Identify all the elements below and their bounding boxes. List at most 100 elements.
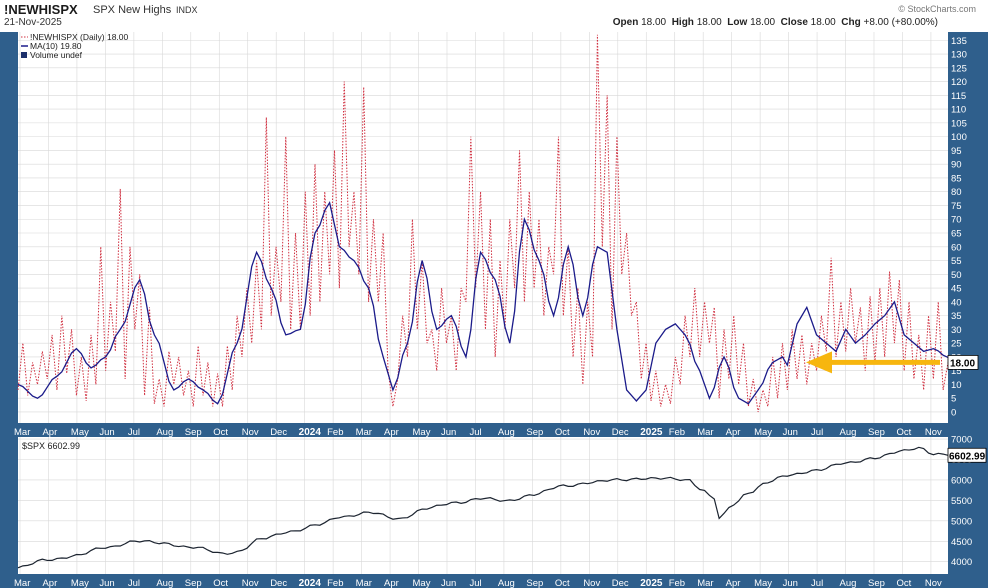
top-x-tick-label: Jun <box>441 427 456 438</box>
symbol-title: !NEWHISPX <box>4 2 78 17</box>
top-x-tick-label: May <box>754 427 772 438</box>
bottom-x-tick-label: Nov <box>925 578 942 588</box>
bottom-x-tick-label: Aug <box>156 578 173 588</box>
bottom-x-tick-label: Jun <box>783 578 798 588</box>
bottom-x-tick-label: May <box>754 578 772 588</box>
annotation-arrow-head <box>806 351 832 374</box>
chart-date: 21-Nov-2025 <box>4 17 62 28</box>
bottom-y-tick-label: 6000 <box>951 475 972 486</box>
top-panel-plot-area <box>18 32 948 423</box>
top-x-tick-label: Aug <box>498 427 515 438</box>
top-x-tick-label: Jun <box>783 427 798 438</box>
top-x-tick-label: Mar <box>356 427 372 438</box>
top-y-tick-label: 65 <box>951 229 962 240</box>
top-x-tick-label: Oct <box>896 427 911 438</box>
brand-watermark: © StockCharts.com <box>898 4 976 14</box>
top-y-tick-label: 110 <box>951 105 966 116</box>
change-label: Chg <box>841 17 861 28</box>
top-x-tick-label: Jul <box>128 427 140 438</box>
low-label: Low <box>727 17 748 28</box>
bottom-x-tick-label: Feb <box>669 578 685 588</box>
top-x-tick-label: Apr <box>384 427 399 438</box>
top-x-tick-label: Nov <box>242 427 259 438</box>
top-x-tick-label: Feb <box>327 427 343 438</box>
top-x-tick-label: Nov <box>925 427 942 438</box>
top-y-tick-label: 100 <box>951 132 967 143</box>
bottom-x-tick-label: Sep <box>526 578 543 588</box>
bottom-y-tick-label: 4000 <box>951 557 972 568</box>
top-x-tick-label: Apr <box>726 427 741 438</box>
ma10-line <box>17 201 949 405</box>
exchange-label: INDX <box>176 5 198 15</box>
top-x-tick-label: May <box>71 427 89 438</box>
ohlc-readout: Open 18.00 High 18.00 Low 18.00 Close 18… <box>613 17 938 28</box>
top-x-tick-label: Jun <box>99 427 114 438</box>
bottom-y-tick-label: 4500 <box>951 537 972 548</box>
high-value: 18.00 <box>696 17 722 28</box>
bottom-x-tick-label: Apr <box>726 578 741 588</box>
open-label: Open <box>612 17 639 28</box>
bottom-x-tick-label: Aug <box>840 578 857 588</box>
bottom-x-tick-label: Mar <box>356 578 372 588</box>
top-y-tick-label: 55 <box>951 256 962 267</box>
bottom-x-tick-label: Oct <box>555 578 570 588</box>
top-y-tick-label: 85 <box>951 173 962 184</box>
bottom-last-value-box <box>947 447 987 463</box>
top-x-tick-label: Dec <box>270 427 287 438</box>
legend-top-item: MA(10) 19.80 <box>30 41 82 51</box>
bottom-x-tick-label: Oct <box>213 578 228 588</box>
bottom-x-tick-label: Feb <box>327 578 343 588</box>
chart-header: !NEWHISPX SPX New Highs INDX 21-Nov-2025… <box>0 0 988 32</box>
top-y-tick-label: 25 <box>951 339 962 350</box>
top-x-tick-label: Oct <box>213 427 228 438</box>
close-label: Close <box>780 17 808 28</box>
top-x-tick-label: Sep <box>526 427 543 438</box>
top-x-tick-label: Aug <box>156 427 173 438</box>
symbol-description: SPX New Highs <box>93 4 172 16</box>
top-x-tick-label: Sep <box>185 427 202 438</box>
bottom-y-tick-label: 7000 <box>951 435 972 446</box>
high-label: High <box>671 17 694 28</box>
top-x-tick-label: Feb <box>669 427 685 438</box>
top-y-tick-label: 125 <box>951 63 967 74</box>
bottom-x-tick-label: Jul <box>469 578 481 588</box>
top-last-value-box <box>947 355 979 370</box>
bottom-x-tick-label: May <box>413 578 431 588</box>
top-y-tick-label: 50 <box>951 270 962 281</box>
top-y-tick-label: 80 <box>951 187 962 198</box>
bottom-x-tick-label: Sep <box>868 578 885 588</box>
top-x-tick-label: Mar <box>697 427 713 438</box>
top-x-tick-label: Jul <box>469 427 481 438</box>
top-y-tick-label: 120 <box>951 77 967 88</box>
top-y-tick-label: 40 <box>951 297 962 308</box>
top-x-tick-label: Apr <box>42 427 57 438</box>
bottom-x-tick-label: Dec <box>612 578 629 588</box>
bottom-x-tick-label: Jul <box>128 578 140 588</box>
top-y-tick-label: 115 <box>951 91 966 102</box>
top-x-tick-label: May <box>413 427 431 438</box>
bottom-x-tick-label: 2025 <box>640 578 663 588</box>
top-x-tick-label: Sep <box>868 427 885 438</box>
bottom-x-tick-label: Jun <box>99 578 114 588</box>
top-x-tick-label: Jul <box>811 427 823 438</box>
bottom-x-tick-label: Sep <box>185 578 202 588</box>
top-x-tick-label: Dec <box>612 427 629 438</box>
top-y-tick-label: 90 <box>951 160 962 171</box>
top-y-tick-label: 105 <box>951 118 967 129</box>
bottom-x-tick-label: Mar <box>14 578 30 588</box>
top-x-tick-label: 2025 <box>640 427 663 438</box>
bottom-panel-plot-area <box>18 437 948 574</box>
bottom-x-tick-label: Apr <box>384 578 399 588</box>
bottom-x-tick-label: 2024 <box>299 578 322 588</box>
top-y-tick-label: 75 <box>951 201 962 212</box>
legend-top-item: !NEWHISPX (Daily) 18.00 <box>30 32 129 42</box>
bottom-x-tick-label: Jul <box>811 578 823 588</box>
top-y-tick-label: 35 <box>951 311 962 322</box>
change-value: +8.00 (+80.00%) <box>863 17 939 28</box>
top-y-tick-label: 45 <box>951 284 962 295</box>
low-value: 18.00 <box>750 17 776 28</box>
open-value: 18.00 <box>641 17 667 28</box>
legend-bottom-item: $SPX 6602.99 <box>22 441 80 451</box>
top-y-tick-label: 30 <box>951 325 962 336</box>
